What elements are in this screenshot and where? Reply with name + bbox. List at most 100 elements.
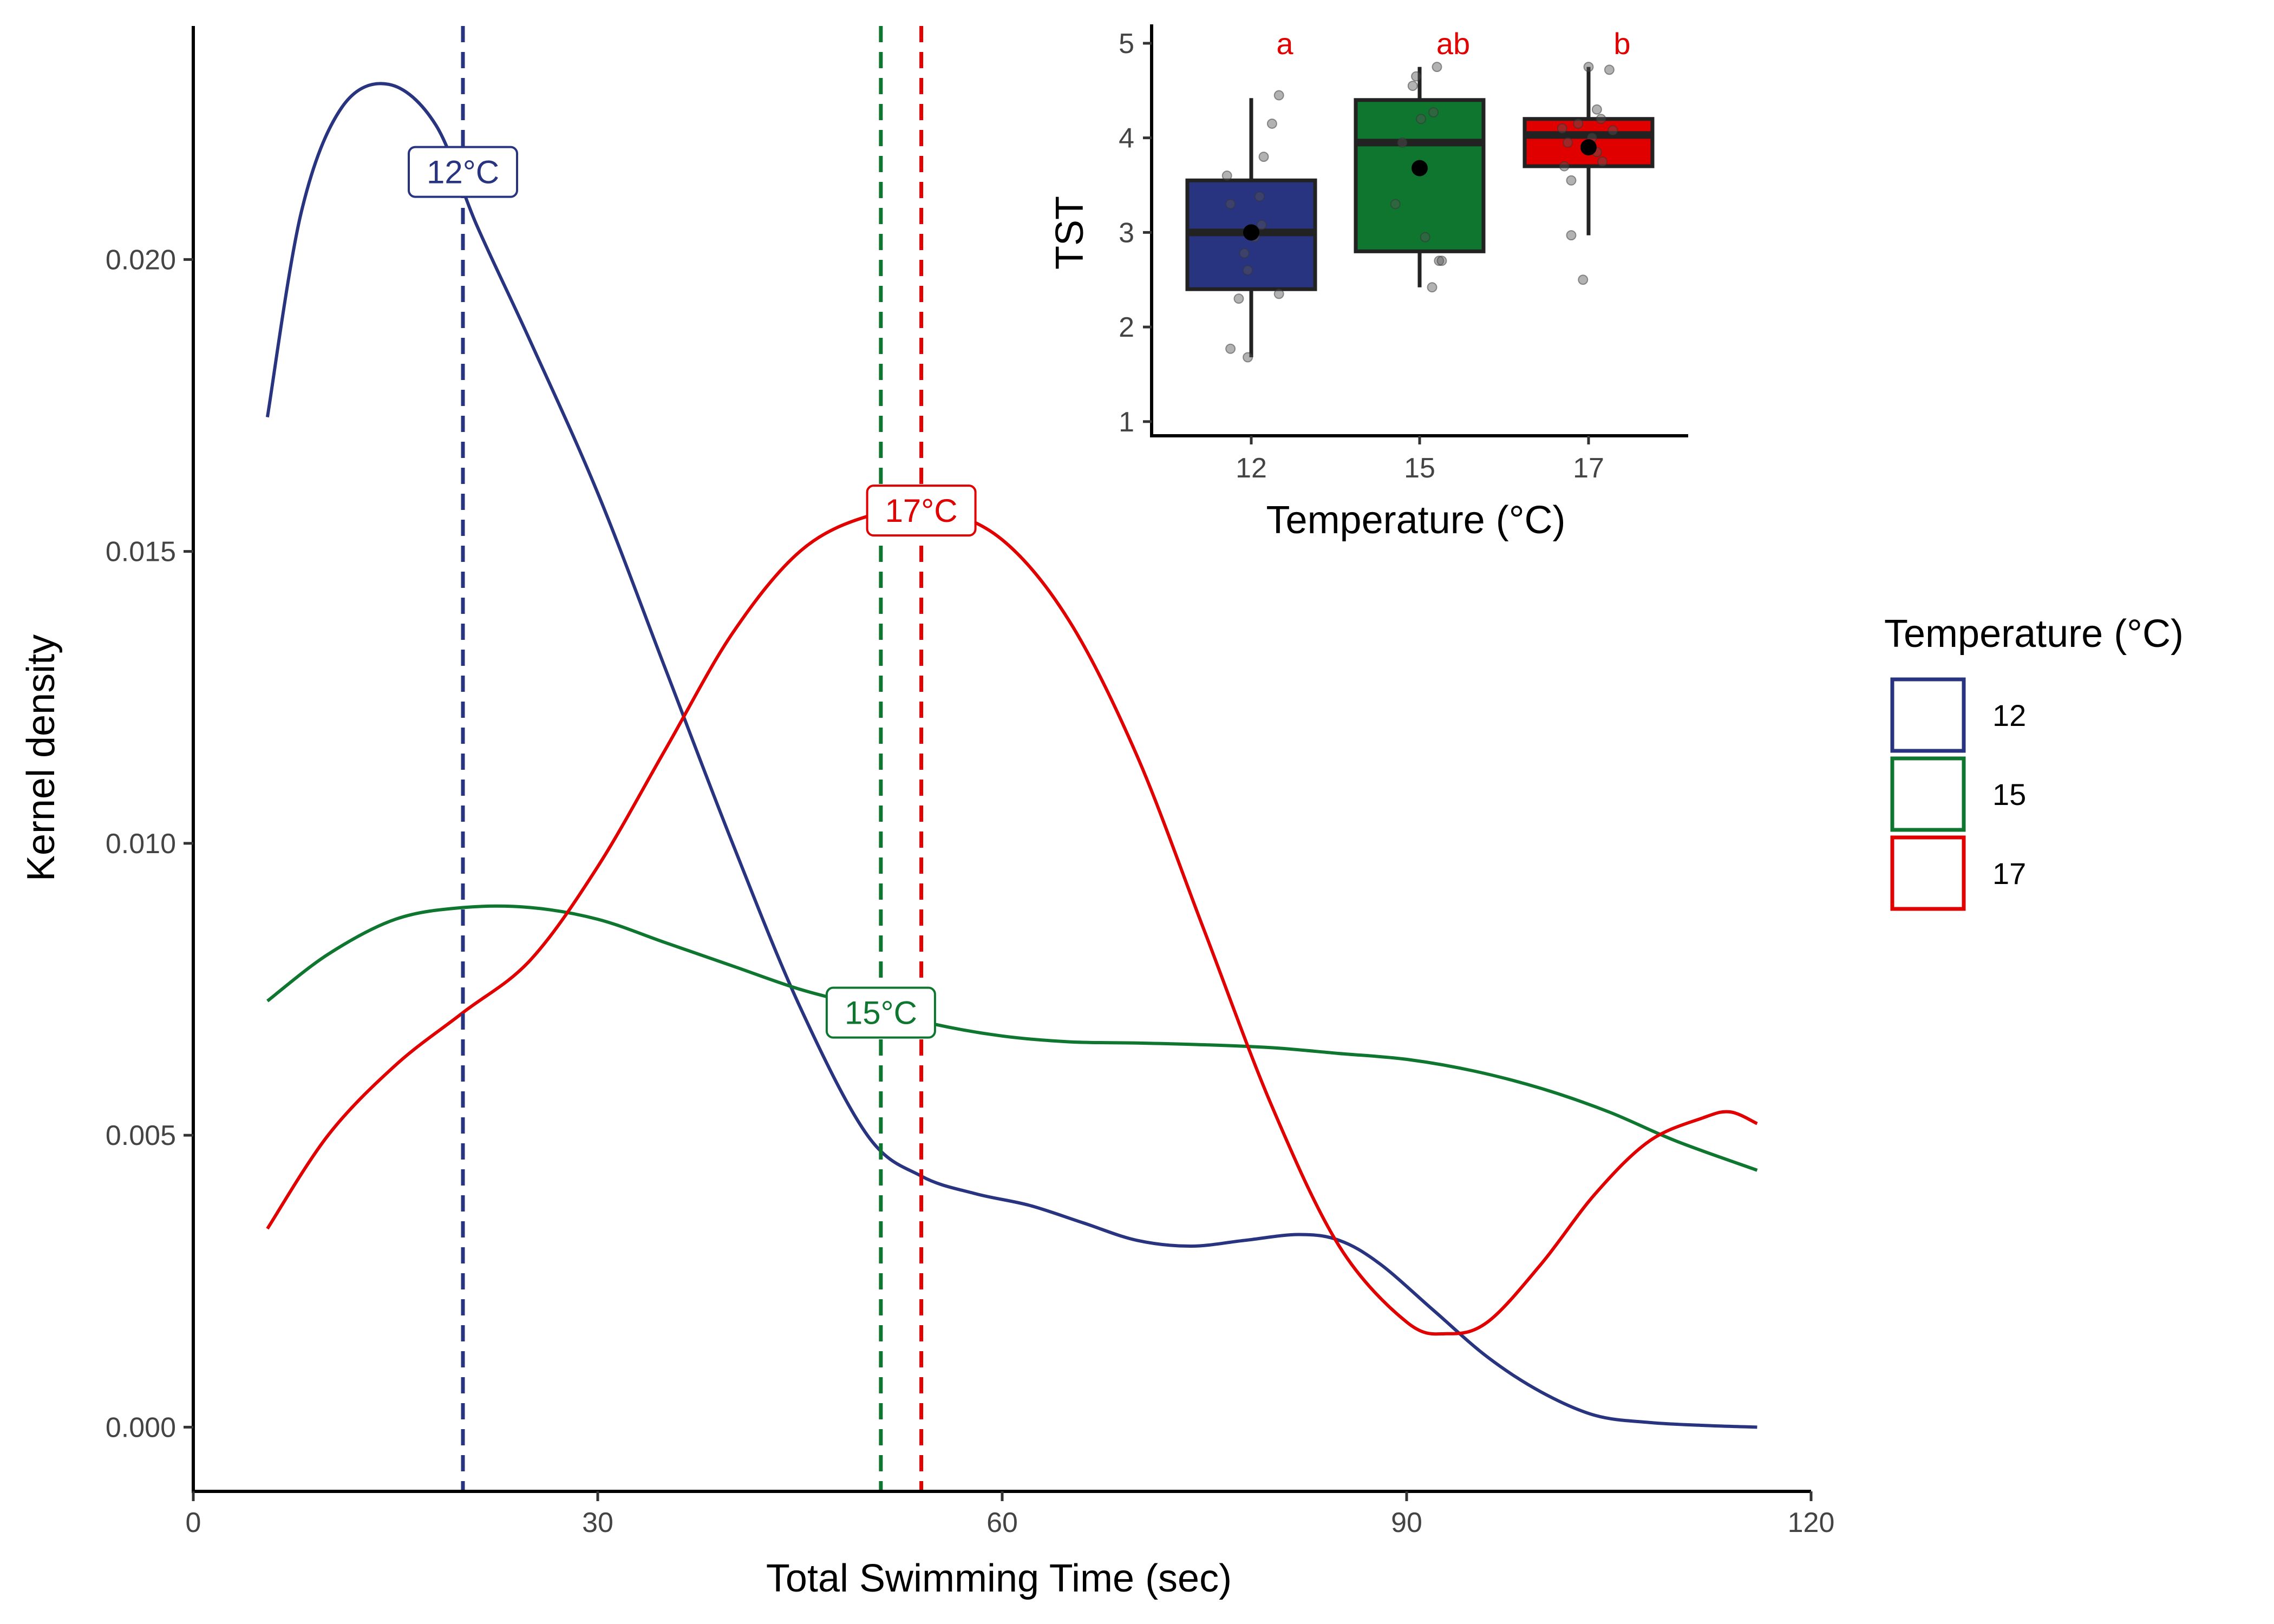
inset-x-tick-label: 17 bbox=[1573, 453, 1604, 484]
inset-x-tick-label: 12 bbox=[1236, 453, 1267, 484]
data-point-12 bbox=[1273, 90, 1284, 101]
data-point-17 bbox=[1557, 123, 1567, 134]
curve-label-12: 12°C bbox=[408, 146, 518, 198]
density-curve-15 bbox=[266, 904, 1758, 1172]
data-point-12 bbox=[1239, 248, 1250, 259]
mean-point-17 bbox=[1580, 139, 1597, 156]
data-point-15 bbox=[1411, 71, 1422, 82]
inset-x-axis-title: Temperature (°C) bbox=[1266, 499, 1566, 542]
data-point-15 bbox=[1436, 256, 1447, 266]
density-curve-17 bbox=[266, 507, 1758, 1336]
legend-entries: 12 15 17 bbox=[1890, 677, 2026, 911]
curve-label-box-12 bbox=[408, 146, 518, 198]
box-15 bbox=[1354, 62, 1486, 293]
y-tick-label: 0.010 bbox=[106, 828, 176, 860]
data-point-12 bbox=[1243, 352, 1253, 363]
x-tick-label: 90 bbox=[1391, 1507, 1422, 1538]
legend-entry-12: 12 bbox=[1890, 677, 2026, 753]
y-axis-title: Kernel density bbox=[19, 634, 63, 881]
data-point-12 bbox=[1225, 343, 1236, 354]
data-point-17 bbox=[1566, 175, 1577, 186]
data-point-15 bbox=[1428, 107, 1439, 117]
data-point-15 bbox=[1434, 256, 1445, 266]
data-point-15 bbox=[1427, 282, 1437, 293]
y-tick-label: 0.020 bbox=[106, 244, 176, 276]
mean-lines bbox=[461, 26, 924, 1491]
data-point-17 bbox=[1566, 230, 1577, 241]
curve-labels: 12°C 15°C 17°C bbox=[408, 146, 977, 1039]
x-tick-label: 30 bbox=[582, 1507, 613, 1538]
data-point-17 bbox=[1573, 118, 1584, 129]
data-point-17 bbox=[1583, 62, 1594, 73]
data-point-15 bbox=[1432, 62, 1442, 73]
curve-label-text-17: 17°C bbox=[885, 493, 958, 529]
data-point-17 bbox=[1604, 64, 1615, 75]
data-point-12 bbox=[1243, 265, 1253, 276]
legend-label-15: 15 bbox=[1992, 777, 2026, 811]
significance-letter-12: a bbox=[1276, 27, 1293, 61]
legend-label-17: 17 bbox=[1992, 856, 2026, 890]
y-tick-label: 0.015 bbox=[106, 536, 176, 568]
x-axis-title: Total Swimming Time (sec) bbox=[766, 1557, 1232, 1600]
data-point-17 bbox=[1597, 156, 1608, 167]
data-point-15 bbox=[1416, 114, 1427, 125]
main-axes: 0 30 60 90 120 0.000 0.005 0.010 0.015 0.020 bbox=[106, 26, 1835, 1538]
data-point-15 bbox=[1420, 232, 1430, 243]
data-point-12 bbox=[1233, 293, 1244, 304]
data-point-12 bbox=[1258, 152, 1269, 162]
legend-title: Temperature (°C) bbox=[1884, 612, 2184, 656]
data-point-17 bbox=[1591, 104, 1602, 115]
significance-letter-17: b bbox=[1613, 27, 1630, 61]
legend-label-12: 12 bbox=[1992, 698, 2026, 732]
inset-y-tick-label: 5 bbox=[1119, 28, 1134, 60]
curve-label-text-12: 12°C bbox=[427, 154, 499, 191]
legend: Temperature (°C) 12 15 17 bbox=[1884, 612, 2184, 911]
legend-key-12 bbox=[1890, 677, 1966, 753]
data-point-17 bbox=[1596, 114, 1606, 125]
inset-y-tick-label: 4 bbox=[1119, 123, 1134, 154]
box-12 bbox=[1185, 90, 1317, 363]
data-point-12 bbox=[1221, 171, 1232, 181]
curve-label-box-17 bbox=[866, 484, 977, 537]
inset-boxes bbox=[1185, 62, 1655, 363]
data-point-15 bbox=[1397, 137, 1408, 148]
x-tick-label: 120 bbox=[1788, 1507, 1835, 1538]
inset-x-tick-label: 15 bbox=[1404, 453, 1435, 484]
density-curves bbox=[265, 82, 1758, 1429]
inset-y-axis-title: TST bbox=[1048, 196, 1092, 270]
inset-y-tick-label: 1 bbox=[1119, 407, 1134, 438]
legend-entry-17: 17 bbox=[1890, 835, 2026, 911]
data-point-12 bbox=[1254, 191, 1265, 202]
significance-letter-15: ab bbox=[1436, 27, 1470, 61]
curve-label-text-15: 15°C bbox=[845, 995, 917, 1031]
data-point-12 bbox=[1266, 118, 1277, 129]
data-point-15 bbox=[1390, 199, 1401, 209]
data-point-17 bbox=[1608, 125, 1618, 136]
x-tick-label: 60 bbox=[986, 1507, 1018, 1538]
data-point-17 bbox=[1563, 137, 1573, 148]
data-point-15 bbox=[1407, 81, 1418, 91]
data-point-12 bbox=[1273, 289, 1284, 299]
curve-label-15: 15°C bbox=[825, 986, 936, 1039]
data-point-17 bbox=[1559, 161, 1570, 172]
data-point-17 bbox=[1578, 274, 1589, 285]
inset-y-tick-label: 2 bbox=[1119, 312, 1134, 343]
box-17 bbox=[1522, 62, 1655, 285]
curve-label-box-15 bbox=[825, 986, 936, 1039]
data-point-12 bbox=[1225, 199, 1236, 209]
curve-label-17: 17°C bbox=[866, 484, 977, 537]
legend-key-15 bbox=[1890, 756, 1966, 832]
y-tick-label: 0.005 bbox=[106, 1120, 176, 1151]
y-tick-label: 0.000 bbox=[106, 1412, 176, 1443]
data-point-12 bbox=[1256, 219, 1267, 230]
x-tick-label: 0 bbox=[186, 1507, 201, 1538]
significance-letters: a ab b bbox=[1276, 27, 1630, 61]
main-density-plot: 12°C 15°C 17°C 0 30 60 90 120 0.000 0.005 0.010 0.… bbox=[19, 26, 1834, 1600]
mean-point-15 bbox=[1412, 160, 1428, 176]
legend-key-17 bbox=[1890, 835, 1966, 911]
mean-point-12 bbox=[1243, 224, 1259, 241]
legend-entry-15: 15 bbox=[1890, 756, 2026, 832]
